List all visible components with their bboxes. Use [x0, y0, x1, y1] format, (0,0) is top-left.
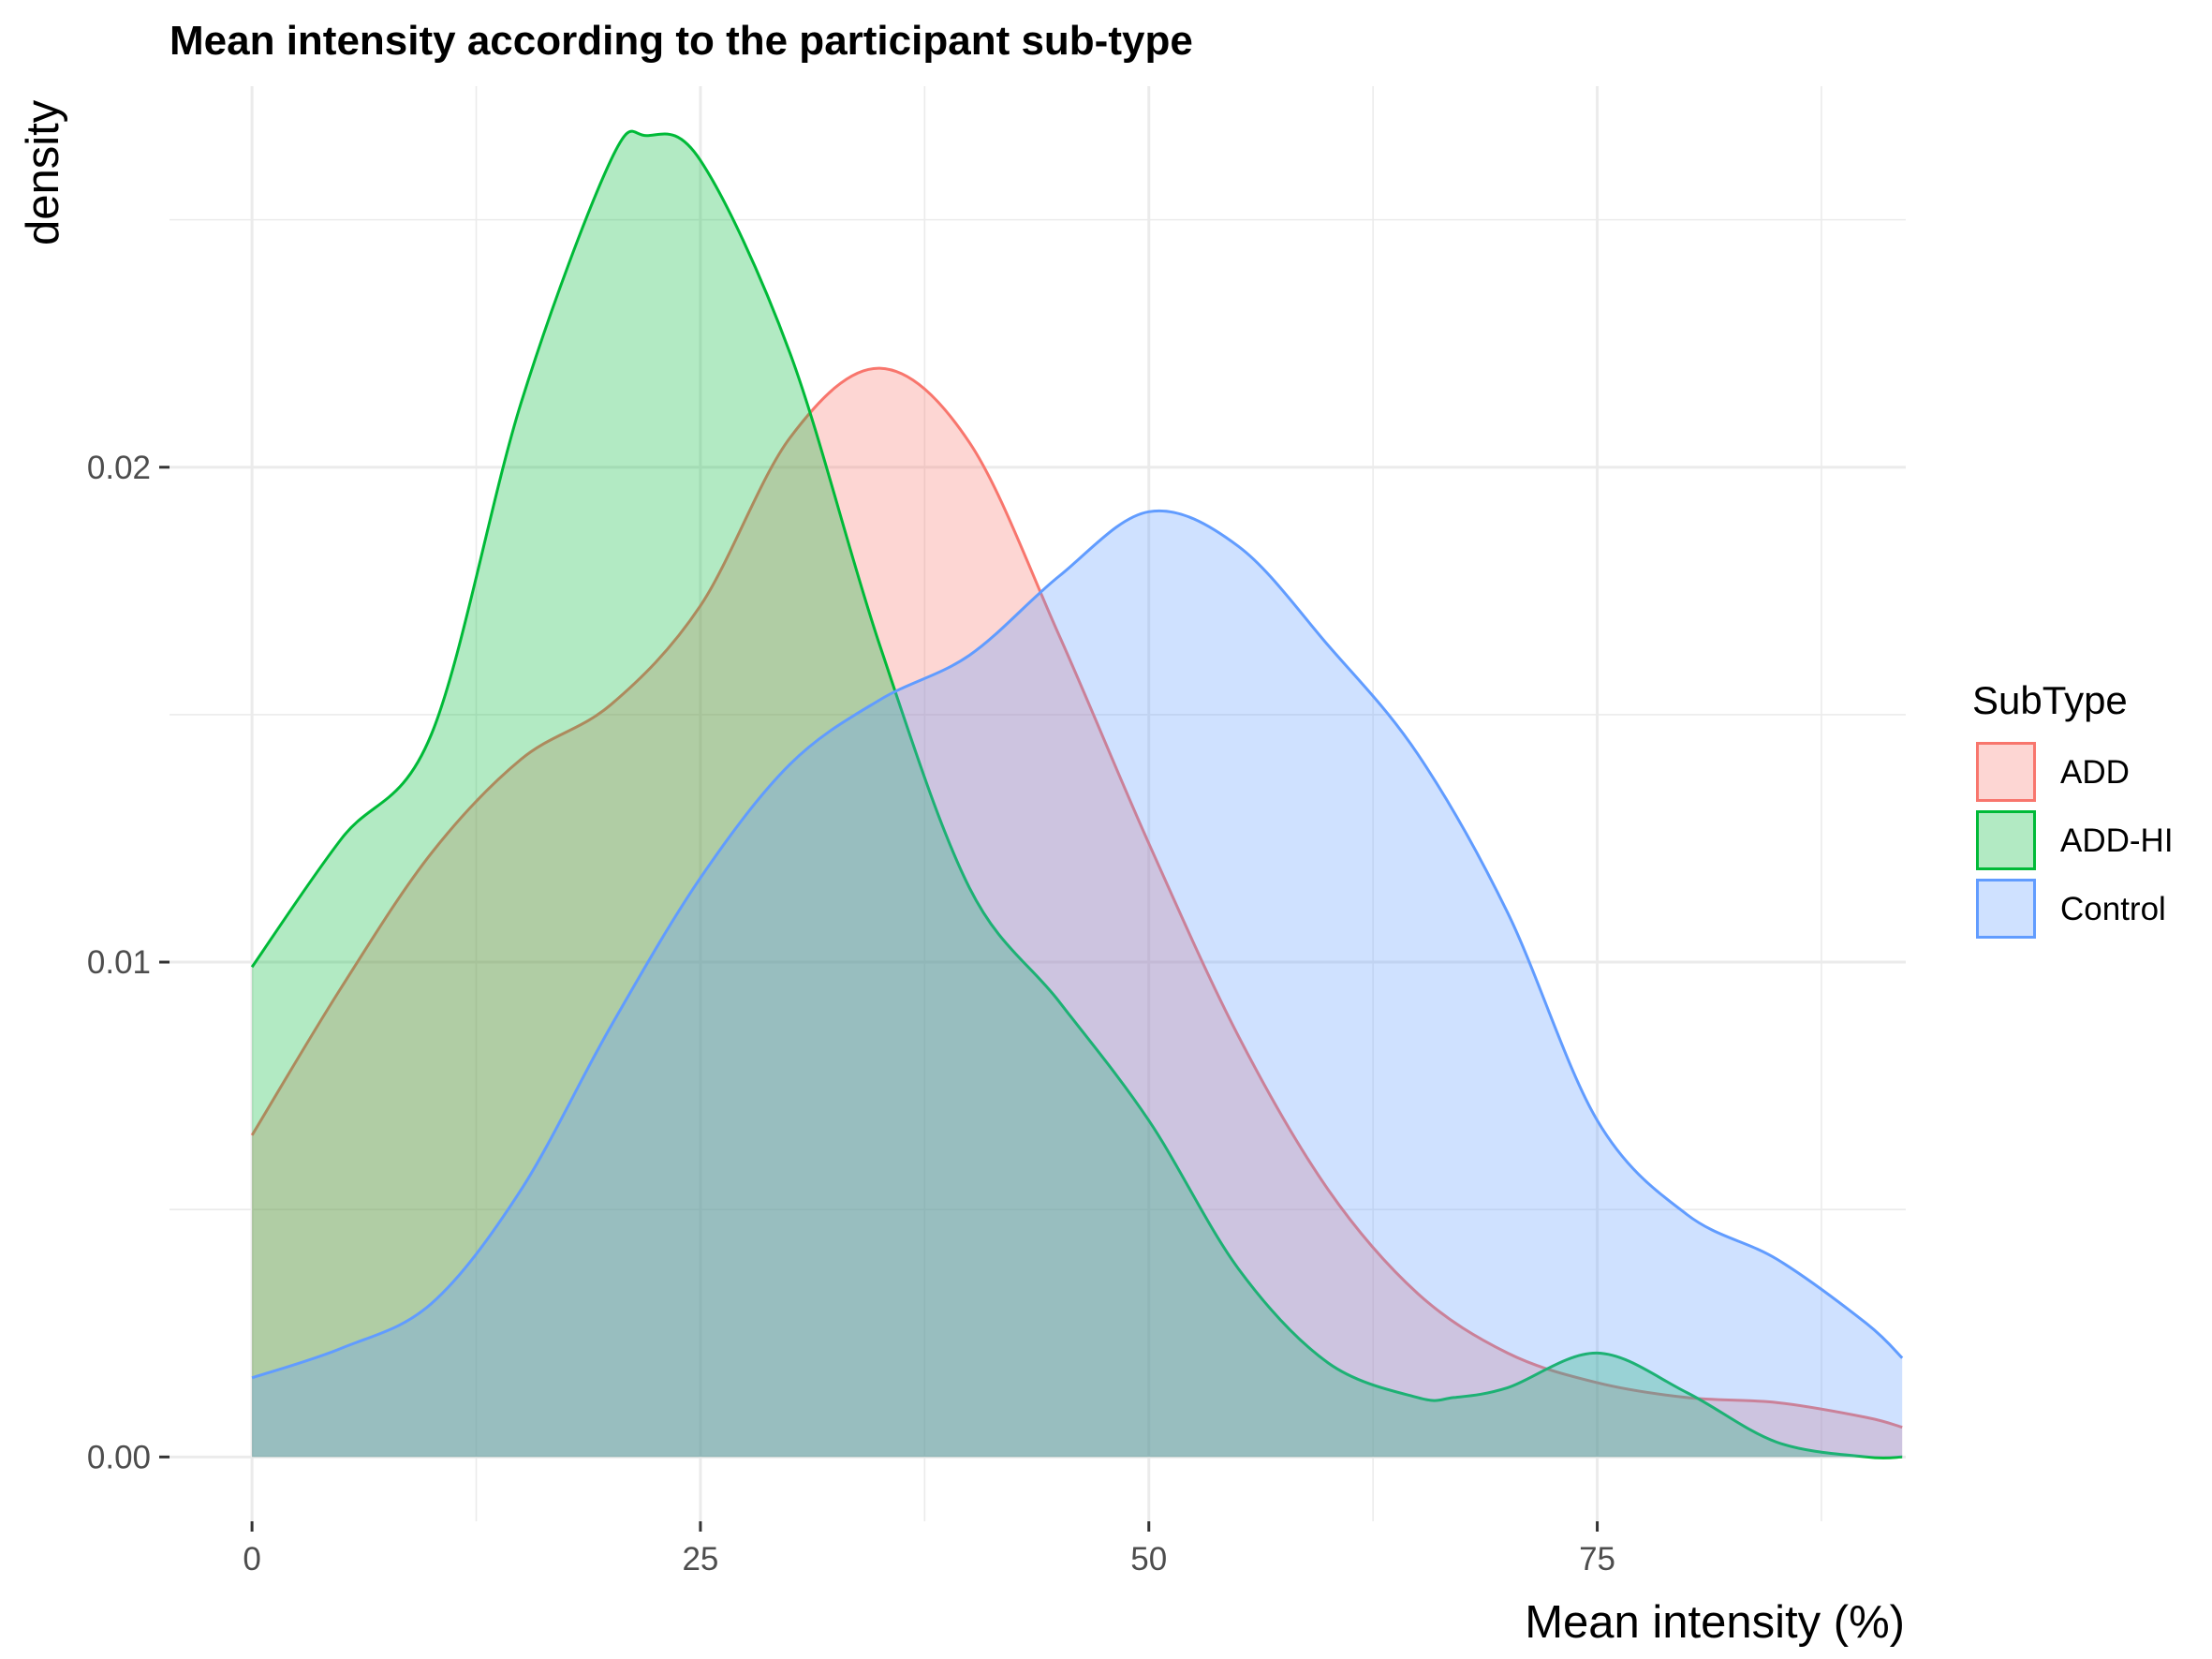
legend-title: SubType	[1972, 678, 2128, 722]
x-tick-label: 75	[1579, 1541, 1615, 1578]
density-line-add	[250, 366, 1903, 1429]
legend-key-bg-control	[1976, 879, 2036, 939]
density-line-add-hi	[250, 129, 1903, 1459]
x-axis-title: Mean intensity (%)	[1525, 1597, 1905, 1648]
legend-key-add	[1976, 742, 2036, 802]
density-areas	[250, 129, 1904, 1459]
legend-key-add-hi	[1976, 810, 2036, 870]
density-area-add	[252, 368, 1903, 1458]
legend-key-bg-add	[1976, 742, 2036, 802]
y-axis-title: density	[18, 99, 68, 245]
density-line-control	[251, 509, 1904, 1380]
x-tick-label: 0	[243, 1541, 260, 1578]
y-tick-label: 0.02	[87, 450, 151, 486]
grid	[170, 86, 1906, 1521]
legend-label-control: Control	[2060, 891, 2166, 927]
legend-label-add: ADD	[2060, 754, 2130, 791]
axes: 0 25 50 75 0.00 0.01 0.02	[87, 450, 1615, 1578]
chart-title: Mean intensity according to the particip…	[170, 18, 1193, 64]
legend-label-add-hi: ADD-HI	[2060, 822, 2174, 859]
density-area-control	[252, 511, 1903, 1458]
x-tick-label: 25	[682, 1541, 718, 1578]
x-tick-label: 50	[1130, 1541, 1167, 1578]
density-area-add-hi	[252, 131, 1903, 1459]
y-tick-label: 0.01	[87, 944, 151, 981]
legend-key-control	[1976, 879, 2036, 939]
legend: SubType ADD ADD-HI Control	[1972, 678, 2174, 939]
legend-key-bg-add-hi	[1976, 810, 2036, 870]
y-tick-label: 0.00	[87, 1439, 151, 1475]
